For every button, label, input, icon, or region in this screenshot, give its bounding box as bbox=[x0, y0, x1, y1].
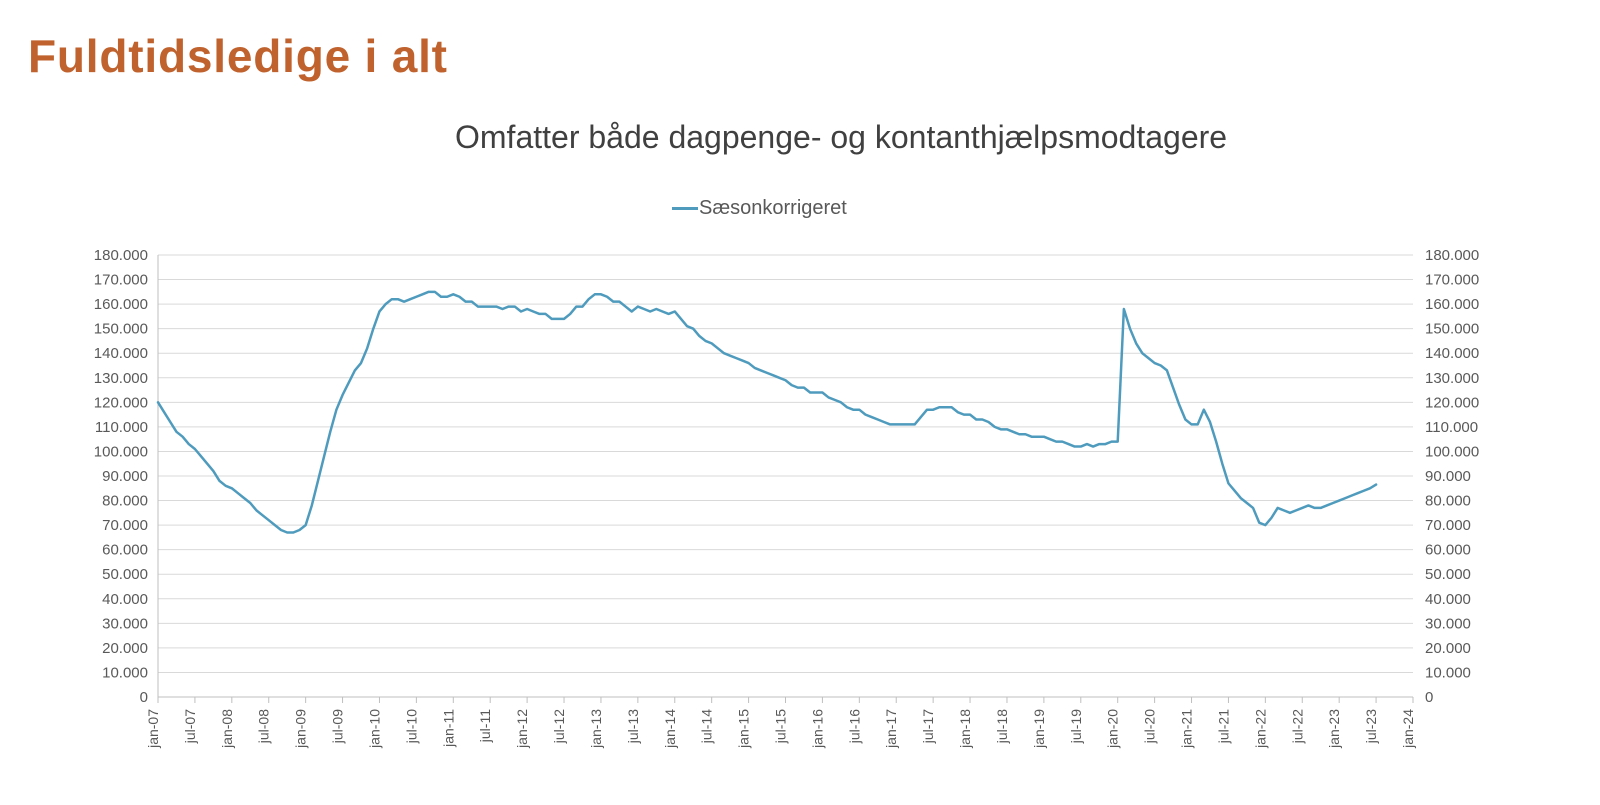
svg-text:150.000: 150.000 bbox=[1425, 321, 1479, 338]
svg-text:100.000: 100.000 bbox=[1425, 443, 1479, 460]
svg-text:jan-09: jan-09 bbox=[293, 709, 309, 749]
svg-text:jul-11: jul-11 bbox=[477, 709, 493, 743]
svg-text:jul-07: jul-07 bbox=[182, 709, 198, 744]
svg-text:jul-20: jul-20 bbox=[1142, 709, 1158, 744]
svg-text:jan-18: jan-18 bbox=[957, 709, 973, 749]
svg-text:20.000: 20.000 bbox=[102, 640, 148, 657]
svg-text:jan-22: jan-22 bbox=[1252, 709, 1268, 749]
svg-text:130.000: 130.000 bbox=[94, 370, 148, 387]
svg-text:jan-21: jan-21 bbox=[1179, 709, 1195, 749]
svg-text:0: 0 bbox=[1425, 689, 1433, 706]
svg-text:jul-18: jul-18 bbox=[994, 709, 1010, 744]
svg-text:170.000: 170.000 bbox=[94, 272, 148, 289]
svg-text:150.000: 150.000 bbox=[94, 321, 148, 338]
svg-text:jul-16: jul-16 bbox=[846, 709, 862, 744]
svg-text:jul-09: jul-09 bbox=[330, 709, 346, 744]
svg-text:jan-20: jan-20 bbox=[1105, 709, 1121, 749]
svg-text:20.000: 20.000 bbox=[1425, 640, 1471, 657]
svg-text:70.000: 70.000 bbox=[102, 517, 148, 534]
svg-text:jul-21: jul-21 bbox=[1215, 709, 1231, 744]
svg-text:140.000: 140.000 bbox=[1425, 345, 1479, 362]
svg-text:90.000: 90.000 bbox=[102, 468, 148, 485]
svg-text:120.000: 120.000 bbox=[94, 394, 148, 411]
svg-text:jan-15: jan-15 bbox=[736, 709, 752, 749]
svg-text:jan-08: jan-08 bbox=[219, 709, 235, 749]
svg-text:60.000: 60.000 bbox=[1425, 542, 1471, 559]
svg-text:jan-13: jan-13 bbox=[588, 709, 604, 749]
svg-text:10.000: 10.000 bbox=[1425, 664, 1471, 681]
svg-text:160.000: 160.000 bbox=[1425, 296, 1479, 313]
svg-text:80.000: 80.000 bbox=[1425, 493, 1471, 510]
svg-text:180.000: 180.000 bbox=[94, 247, 148, 264]
svg-text:100.000: 100.000 bbox=[94, 443, 148, 460]
svg-text:140.000: 140.000 bbox=[94, 345, 148, 362]
svg-text:50.000: 50.000 bbox=[1425, 566, 1471, 583]
svg-text:120.000: 120.000 bbox=[1425, 394, 1479, 411]
svg-text:jan-11: jan-11 bbox=[440, 709, 456, 748]
svg-text:jan-19: jan-19 bbox=[1031, 709, 1047, 749]
svg-text:jul-13: jul-13 bbox=[625, 709, 641, 744]
svg-text:70.000: 70.000 bbox=[1425, 517, 1471, 534]
svg-text:jul-22: jul-22 bbox=[1289, 709, 1305, 744]
svg-text:180.000: 180.000 bbox=[1425, 247, 1479, 264]
svg-text:50.000: 50.000 bbox=[102, 566, 148, 583]
svg-text:jan-12: jan-12 bbox=[514, 709, 530, 749]
svg-text:40.000: 40.000 bbox=[102, 591, 148, 608]
svg-text:jul-17: jul-17 bbox=[920, 709, 936, 744]
svg-text:90.000: 90.000 bbox=[1425, 468, 1471, 485]
svg-text:jan-07: jan-07 bbox=[145, 709, 161, 749]
svg-text:jan-24: jan-24 bbox=[1400, 709, 1416, 749]
svg-text:jan-10: jan-10 bbox=[366, 709, 382, 749]
svg-text:170.000: 170.000 bbox=[1425, 272, 1479, 289]
svg-text:40.000: 40.000 bbox=[1425, 591, 1471, 608]
svg-text:0: 0 bbox=[140, 689, 148, 706]
svg-text:jul-19: jul-19 bbox=[1068, 709, 1084, 744]
svg-text:80.000: 80.000 bbox=[102, 493, 148, 510]
svg-text:jul-14: jul-14 bbox=[699, 709, 715, 744]
svg-text:30.000: 30.000 bbox=[1425, 615, 1471, 632]
svg-text:10.000: 10.000 bbox=[102, 664, 148, 681]
svg-text:jul-08: jul-08 bbox=[256, 709, 272, 744]
svg-text:130.000: 130.000 bbox=[1425, 370, 1479, 387]
svg-text:jul-12: jul-12 bbox=[551, 709, 567, 744]
svg-text:110.000: 110.000 bbox=[95, 419, 148, 436]
svg-text:jan-14: jan-14 bbox=[662, 709, 678, 749]
svg-text:jul-23: jul-23 bbox=[1363, 709, 1379, 744]
svg-text:jul-10: jul-10 bbox=[403, 709, 419, 744]
svg-text:60.000: 60.000 bbox=[102, 542, 148, 559]
svg-text:jul-15: jul-15 bbox=[773, 709, 789, 744]
svg-text:jan-17: jan-17 bbox=[883, 709, 899, 749]
svg-text:110.000: 110.000 bbox=[1425, 419, 1478, 436]
svg-text:jan-16: jan-16 bbox=[809, 709, 825, 749]
svg-text:30.000: 30.000 bbox=[102, 615, 148, 632]
svg-text:jan-23: jan-23 bbox=[1326, 709, 1342, 749]
svg-text:160.000: 160.000 bbox=[94, 296, 148, 313]
